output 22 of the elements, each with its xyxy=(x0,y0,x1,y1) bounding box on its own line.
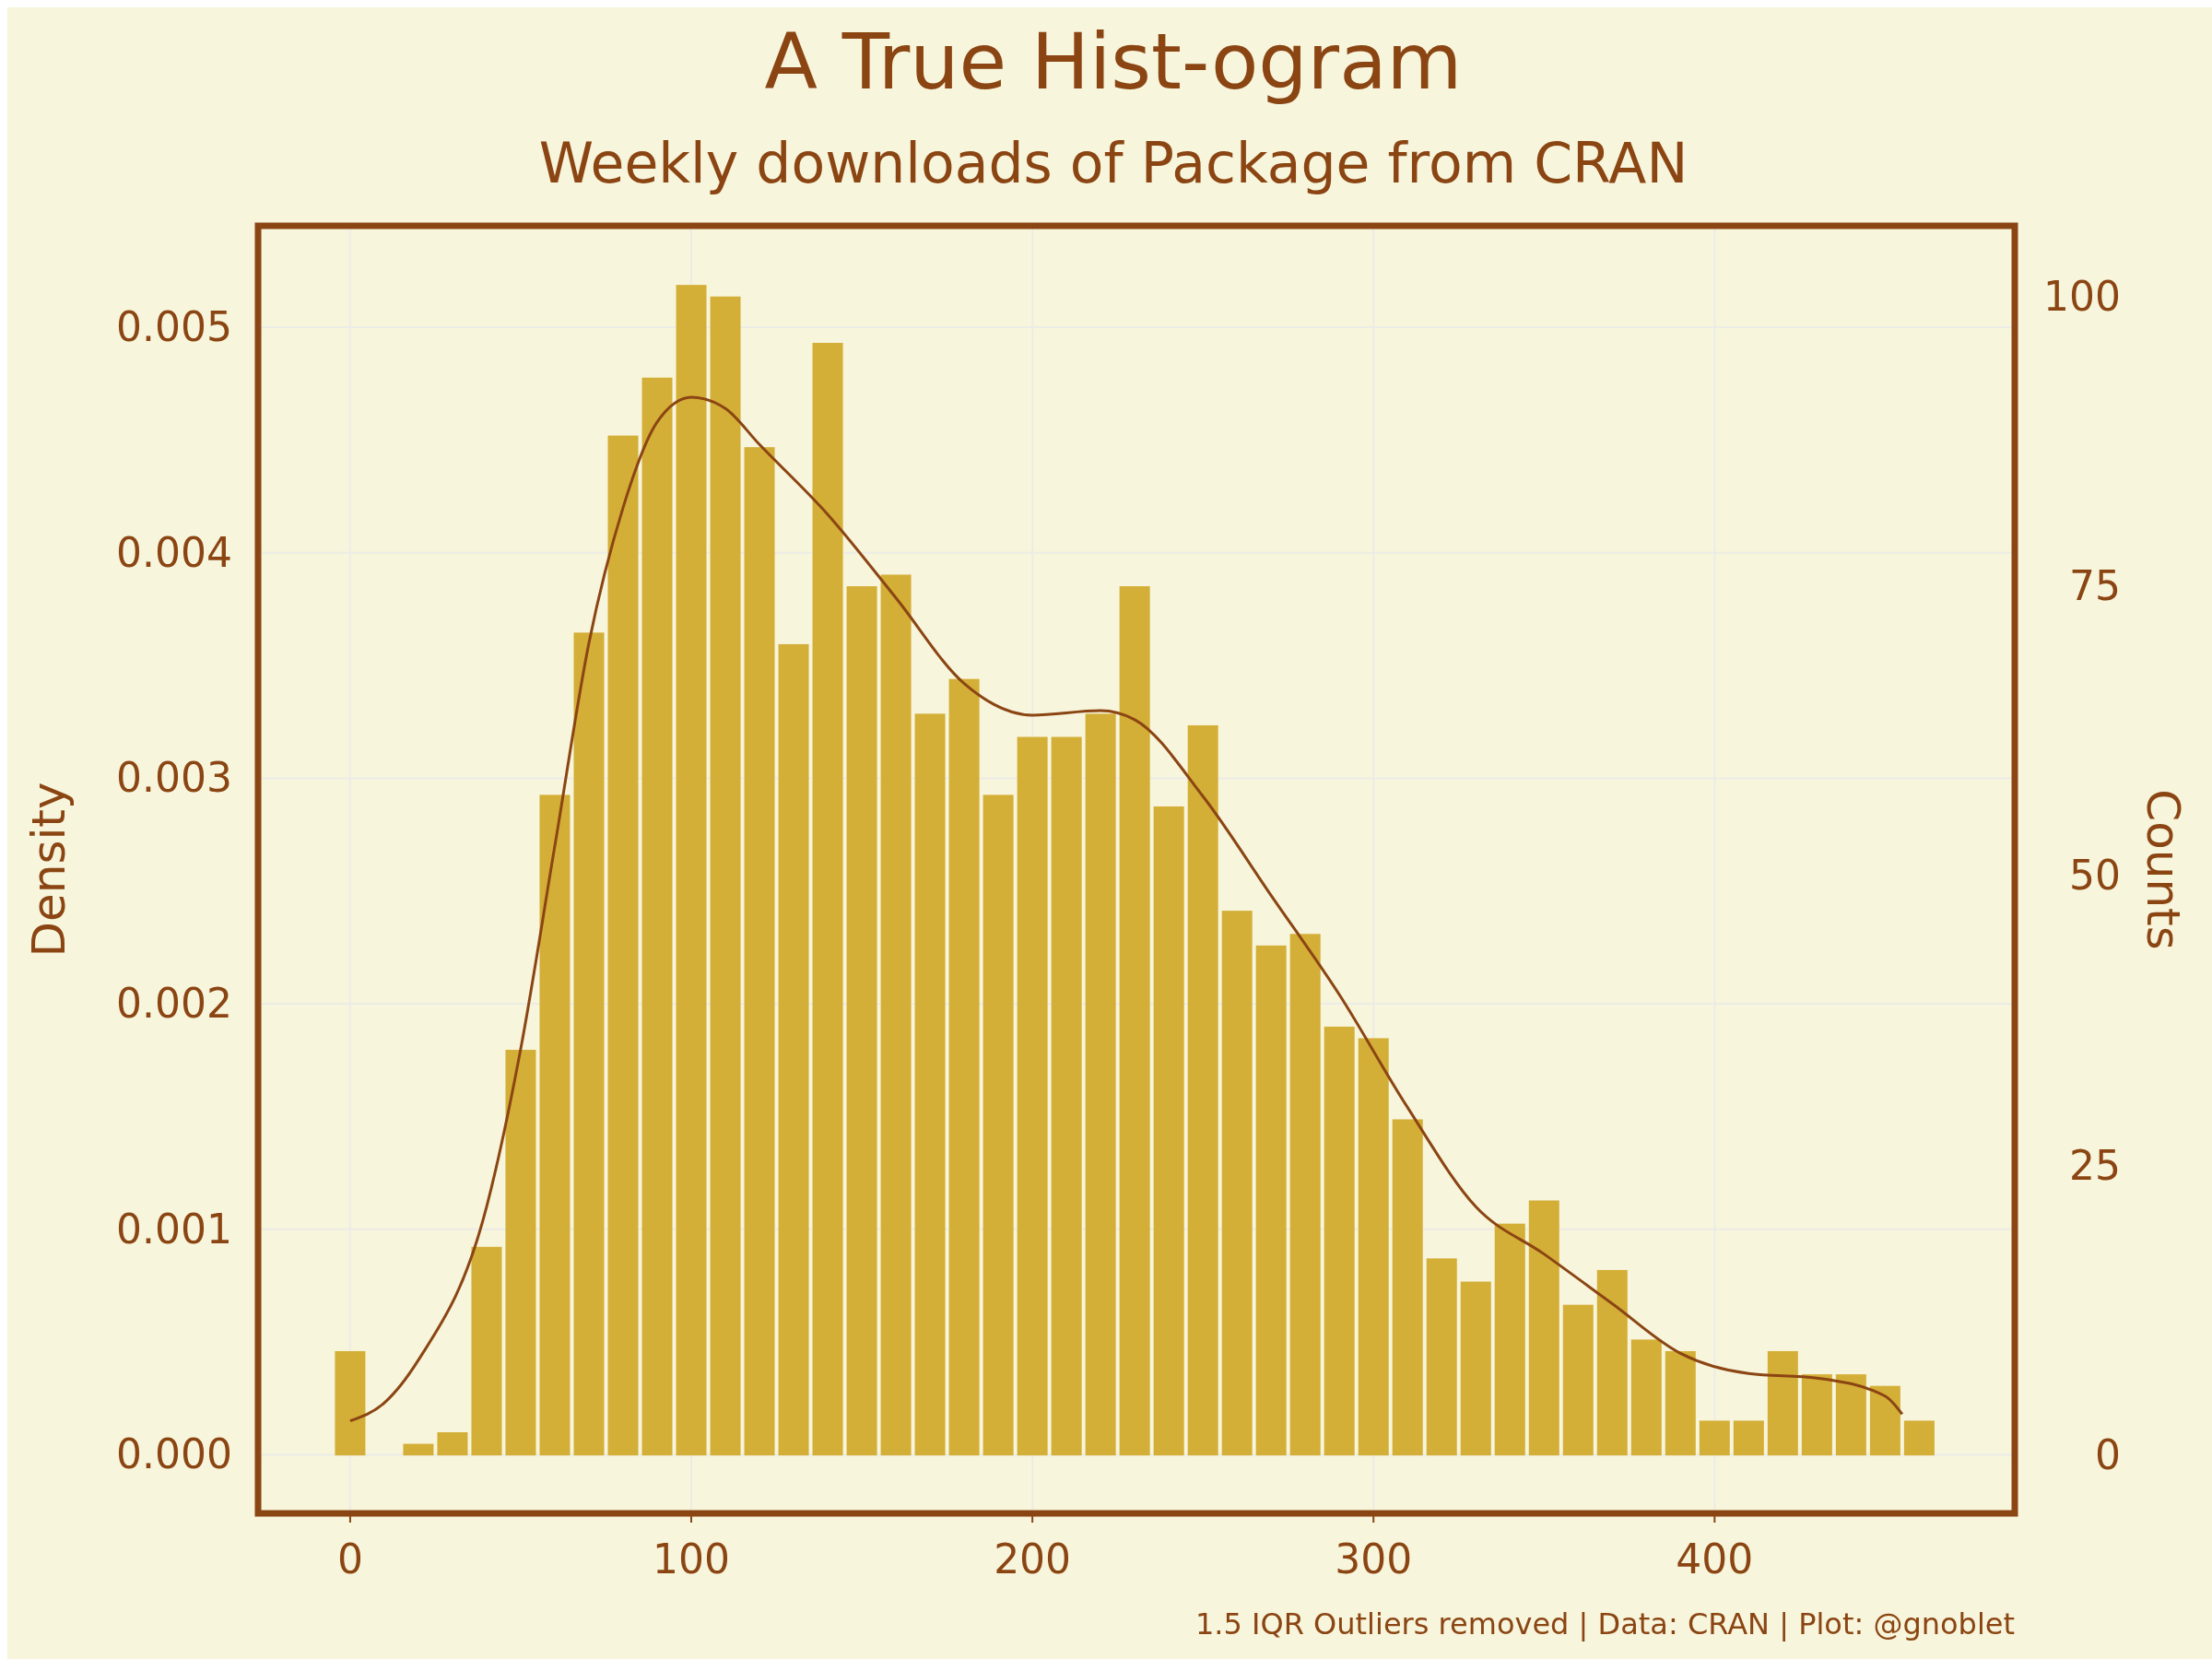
y2-tick-label: 0 xyxy=(2095,1431,2121,1479)
x-tick-label: 100 xyxy=(653,1535,731,1583)
y-tick-label: 0.002 xyxy=(116,980,232,1028)
line-series xyxy=(348,395,1904,1423)
y2-axis-title: Counts xyxy=(2136,789,2190,950)
y-tick-label: 0.004 xyxy=(116,528,232,576)
x-tick-label: 0 xyxy=(336,1535,363,1583)
y-tick-label: 0.000 xyxy=(116,1430,232,1478)
y-tick-label: 0.005 xyxy=(116,303,232,351)
y-tick-label: 0.003 xyxy=(116,754,232,802)
y2-tick-label: 100 xyxy=(2043,272,2121,320)
y-axis-title: Density xyxy=(22,782,76,958)
text: 1.5 IQR Outliers removed | Data: CRAN | Plot: @gnoblet xyxy=(1195,1606,2015,1641)
y2-tick-label: 50 xyxy=(2069,852,2121,900)
chart-title: A True Hist-ogram xyxy=(764,17,1463,107)
x-tick-label: 200 xyxy=(994,1535,1072,1583)
y-tick-label: 0.001 xyxy=(116,1205,232,1253)
x-tick-label: 400 xyxy=(1676,1535,1754,1583)
y2-tick-label: 75 xyxy=(2069,562,2121,610)
x-tick-label: 300 xyxy=(1335,1535,1413,1583)
chart-subtitle: Weekly downloads of Package from CRAN xyxy=(538,131,1688,195)
y2-tick-label: 25 xyxy=(2069,1141,2121,1189)
